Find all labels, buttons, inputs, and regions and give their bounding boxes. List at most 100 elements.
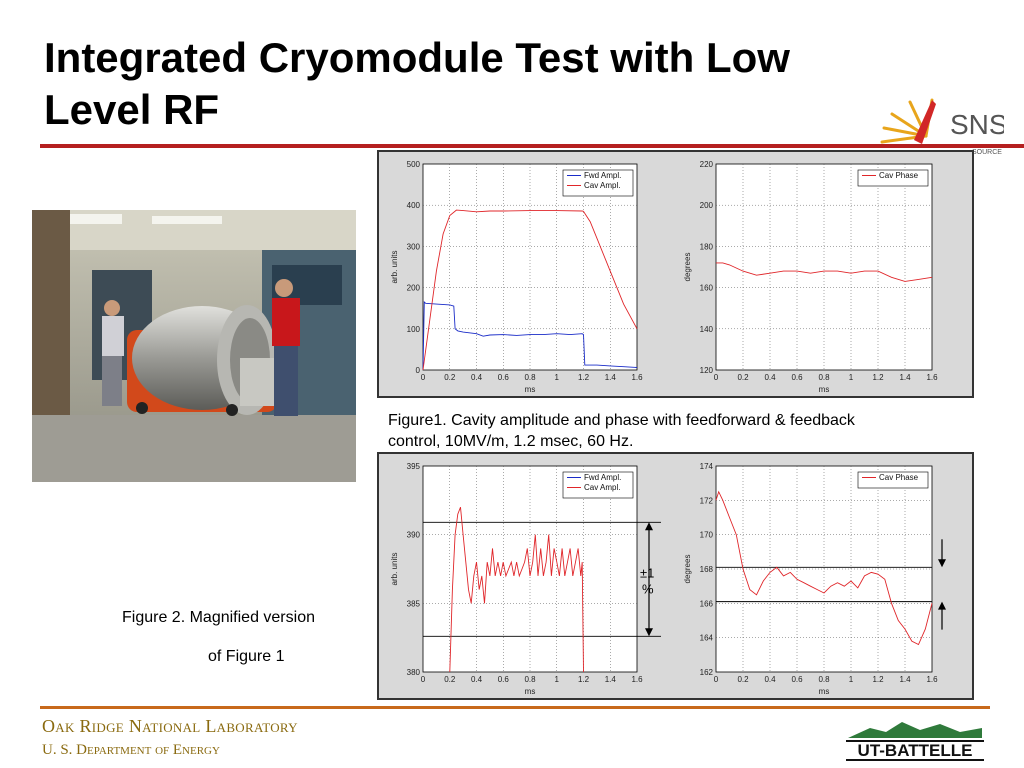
y-axis-label: arb. units: [390, 251, 399, 284]
x-tick-label: 1.6: [631, 675, 643, 684]
x-tick-label: 0.4: [764, 675, 776, 684]
sns-logo: SNS SOURCE: [880, 98, 1004, 156]
x-tick-label: 0.4: [471, 675, 483, 684]
y-tick-label: 120: [700, 366, 714, 375]
x-tick-label: 0.6: [498, 373, 510, 382]
x-tick-label: 0.2: [444, 675, 456, 684]
y-tick-label: 168: [700, 565, 714, 574]
y-tick-label: 162: [700, 668, 714, 677]
x-tick-label: 0.8: [524, 675, 536, 684]
y-tick-label: 395: [407, 462, 421, 471]
legend-entry: Cav Ampl.: [584, 181, 620, 190]
legend-box: [562, 169, 634, 197]
x-tick-label: 0.4: [471, 373, 483, 382]
series-line: [422, 209, 638, 371]
x-tick-label: 0.2: [444, 373, 456, 382]
y-tick-label: 220: [700, 160, 714, 169]
figure1-caption: Figure1. Cavity amplitude and phase with…: [388, 412, 855, 450]
x-tick-label: 0.2: [737, 373, 749, 382]
x-tick-label: 1.6: [926, 373, 938, 382]
series-line: [422, 300, 638, 371]
y-tick-label: 100: [407, 325, 421, 334]
y-tick-label: 390: [407, 531, 421, 540]
y-tick-label: 164: [700, 634, 714, 643]
x-tick-label: 0.8: [818, 373, 830, 382]
y-tick-label: 400: [407, 201, 421, 210]
x-axis-label: ms: [525, 687, 536, 696]
footer-department: U. S. Department of Energy: [42, 742, 220, 758]
x-tick-label: 1: [555, 373, 560, 382]
figure2-caption-line1: Figure 2. Magnified version: [122, 609, 315, 626]
x-tick-label: 1.2: [578, 373, 590, 382]
fig2-amplitude-chart: 0 0.2 0.4 0.6 0.8 1 1.2 1.4 1.6 380 385 390 395 ms arb…: [390, 462, 661, 696]
percent-annotation-line1: ±1: [640, 565, 654, 580]
x-tick-label: 1: [555, 675, 560, 684]
sns-logo-subtext: SOURCE: [972, 149, 1002, 156]
x-tick-label: 1.4: [899, 675, 911, 684]
x-tick-label: 1.2: [872, 373, 884, 382]
x-tick-label: 0.4: [764, 373, 776, 382]
x-axis-label: ms: [525, 385, 536, 394]
y-tick-label: 200: [407, 284, 421, 293]
x-tick-label: 0: [714, 675, 719, 684]
sns-logo-text: SNS: [950, 109, 1004, 140]
x-tick-label: 1: [849, 373, 854, 382]
figure1-panel: 0 0.2 0.4 0.6 0.8 1 1.2 1.4 1.6 0 100 200 300 400 500 m…: [377, 150, 974, 398]
y-tick-label: 0: [416, 366, 421, 375]
series-line: [716, 262, 933, 282]
x-tick-label: 1.4: [899, 373, 911, 382]
x-tick-label: 1.6: [926, 675, 938, 684]
series-line: [449, 507, 584, 673]
y-tick-label: 300: [407, 242, 421, 251]
x-tick-label: 1.4: [605, 675, 617, 684]
y-tick-label: 174: [700, 462, 714, 471]
x-axis-label: ms: [819, 687, 830, 696]
legend-entry: Cav Ampl.: [584, 483, 620, 492]
legend-entry: Fwd Ampl.: [584, 171, 621, 180]
cryomodule-photo: [32, 210, 356, 482]
y-tick-label: 166: [700, 599, 714, 608]
x-tick-label: 1.2: [578, 675, 590, 684]
y-tick-label: 170: [700, 531, 714, 540]
figure2-svg: 0 0.2 0.4 0.6 0.8 1 1.2 1.4 1.6 380 385 390 395 ms arb…: [390, 462, 946, 696]
y-tick-label: 140: [700, 325, 714, 334]
x-tick-label: 1.6: [631, 373, 643, 382]
y-tick-label: 380: [407, 668, 421, 677]
y-tick-label: 500: [407, 160, 421, 169]
legend-entry: Fwd Ampl.: [584, 473, 621, 482]
ut-battelle-logo: UT-BATTELLE: [846, 722, 984, 761]
figure2-panel: 0 0.2 0.4 0.6 0.8 1 1.2 1.4 1.6 380 385 390 395 ms arb…: [377, 452, 974, 700]
x-tick-label: 0.6: [791, 373, 803, 382]
y-axis-label: arb. units: [390, 553, 399, 586]
legend-box: [857, 169, 929, 187]
fig2-phase-chart: 0 0.2 0.4 0.6 0.8 1 1.2 1.4 1.6 162 164 166 168 170 17…: [683, 462, 938, 696]
x-tick-label: 0.8: [524, 373, 536, 382]
phase-arrow-up-head: [938, 601, 946, 610]
percent-arrow-head-up: [645, 522, 653, 531]
legend-box: [562, 471, 634, 499]
figure2-caption-line2: of Figure 1: [208, 648, 285, 665]
percent-annotation-line2: %: [642, 581, 654, 596]
y-tick-label: 160: [700, 284, 714, 293]
fig1-phase-chart: 0 0.2 0.4 0.6 0.8 1 1.2 1.4 1.6 120 140 160 180 200 22…: [683, 160, 938, 394]
series-line: [715, 490, 933, 646]
x-tick-label: 0.6: [791, 675, 803, 684]
legend-box: [857, 471, 929, 489]
slide-title: Integrated Cryomodule Test with Low Leve…: [44, 34, 790, 133]
x-tick-label: 0: [421, 373, 426, 382]
percent-arrow-head-down: [645, 628, 653, 637]
y-axis-label: degrees: [683, 555, 692, 584]
x-tick-label: 0.6: [498, 675, 510, 684]
x-tick-label: 1.4: [605, 373, 617, 382]
title-underline: [40, 144, 1024, 148]
footer-organization: Oak Ridge National Laboratory: [42, 716, 298, 736]
ut-battelle-logo-text: UT-BATTELLE: [858, 741, 973, 760]
x-tick-label: 0: [421, 675, 426, 684]
x-axis-label: ms: [819, 385, 830, 394]
y-tick-label: 385: [407, 599, 421, 608]
fig2-annotations: ±1%: [640, 522, 946, 637]
figure1-svg: 0 0.2 0.4 0.6 0.8 1 1.2 1.4 1.6 0 100 200 300 400 500 m…: [390, 160, 938, 394]
x-tick-label: 0.8: [818, 675, 830, 684]
y-axis-label: degrees: [683, 253, 692, 282]
legend-entry: Cav Phase: [879, 473, 919, 482]
